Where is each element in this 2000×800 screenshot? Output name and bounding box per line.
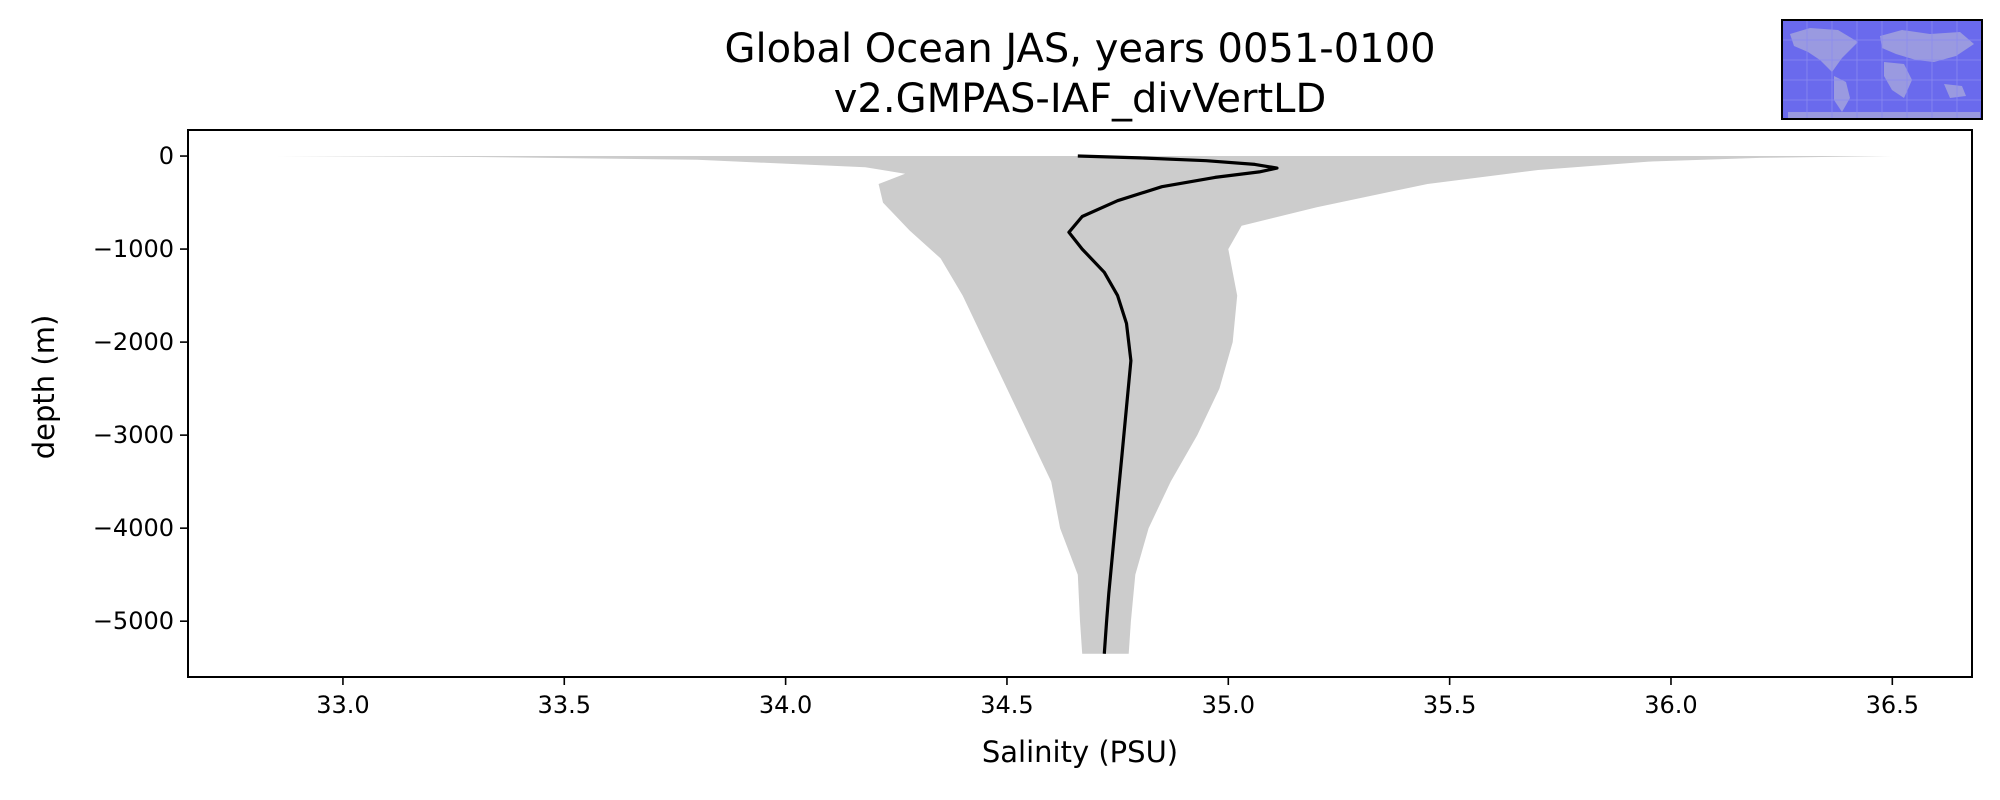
y-tick-label: −4000 <box>93 514 174 542</box>
x-tick-label: 36.0 <box>1644 691 1697 719</box>
plot-area <box>276 154 1893 654</box>
x-axis-ticks: 33.0 33.5 34.0 34.5 35.0 35.5 36.0 36.5 <box>316 677 1919 719</box>
x-tick-label: 36.5 <box>1866 691 1919 719</box>
x-tick-label: 34.0 <box>759 691 812 719</box>
x-axis-label: Salinity (PSU) <box>982 735 1178 769</box>
world-map-inset <box>1781 19 1983 120</box>
y-tick-label: −3000 <box>93 421 174 449</box>
inset-gridlines <box>1782 20 1982 119</box>
y-tick-label: −2000 <box>93 328 174 356</box>
mean-salinity-line <box>1067 154 1279 654</box>
x-tick-label: 35.5 <box>1423 691 1476 719</box>
x-tick-label: 34.5 <box>980 691 1033 719</box>
axes-frame <box>187 129 1973 678</box>
chart-title: Global Ocean JAS, years 0051-0100 <box>724 26 1435 72</box>
y-tick-label: 0 <box>159 142 174 170</box>
y-axis-label: depth (m) <box>27 315 61 460</box>
x-tick-label: 33.5 <box>538 691 591 719</box>
inset-border <box>1781 19 1983 120</box>
x-tick-label: 35.0 <box>1202 691 1255 719</box>
y-tick-label: −5000 <box>93 607 174 635</box>
min-max-envelope <box>276 156 1893 654</box>
y-axis-ticks: 0 −1000 −2000 −3000 −4000 −5000 <box>93 142 188 635</box>
y-tick-label: −1000 <box>93 235 174 263</box>
chart-subtitle: v2.GMPAS-IAF_divVertLD <box>834 76 1327 122</box>
x-tick-label: 33.0 <box>316 691 369 719</box>
